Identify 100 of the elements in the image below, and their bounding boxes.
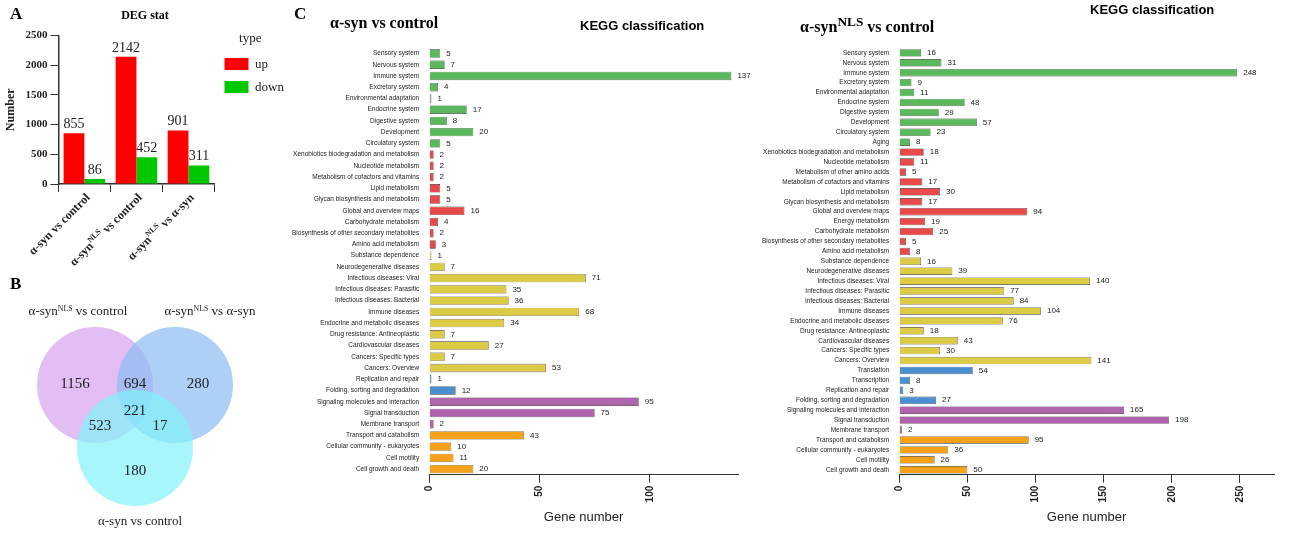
x-axis-title: Gene number <box>543 508 624 524</box>
data-label: 694 <box>123 375 147 391</box>
data-label: 86 <box>87 161 102 177</box>
data-label: 248 <box>1243 67 1258 77</box>
data-label: 2 <box>439 172 445 182</box>
y-tick-label: 1000 <box>25 117 48 130</box>
legend-label: down <box>255 78 285 94</box>
data-label: 137 <box>737 71 752 81</box>
data-label: 43 <box>530 430 540 440</box>
data-label: 311 <box>188 148 210 164</box>
data-label: 17 <box>152 417 168 433</box>
x-axis-title: Gene number <box>1046 508 1127 524</box>
y-tick-label: 0 <box>41 176 48 189</box>
data-label: 26 <box>940 455 951 465</box>
data-label: 57 <box>982 117 993 127</box>
data-label: 20 <box>479 127 489 137</box>
y-tick-label: 1500 <box>25 87 48 100</box>
data-label: 855 <box>63 115 85 131</box>
text: B <box>10 274 22 294</box>
data-label: 27 <box>494 340 505 350</box>
data-label: 2 <box>439 419 445 429</box>
data-label: 2 <box>907 425 913 435</box>
chart-title: DEG stat <box>121 8 169 22</box>
data-label: 29 <box>944 107 955 117</box>
data-label: 43 <box>963 335 974 345</box>
data-label: 31 <box>947 57 957 67</box>
text: A <box>10 4 23 24</box>
data-label: 7 <box>450 262 456 272</box>
legend-label: up <box>255 55 268 71</box>
data-label: 8 <box>916 246 922 256</box>
legend-title: type <box>239 29 262 45</box>
x-tick-label: 0 <box>892 485 904 492</box>
data-label: 9 <box>917 77 923 87</box>
chart-subtitle: KEGG classification <box>580 18 705 33</box>
data-label: 1156 <box>60 375 91 391</box>
chart-title: α-syn vs control <box>330 14 439 32</box>
data-label: 3 <box>909 385 915 395</box>
bar <box>188 165 210 184</box>
data-label: 35 <box>512 284 522 294</box>
data-label: 16 <box>926 256 937 266</box>
bar <box>167 130 189 184</box>
data-label: 25 <box>939 226 949 236</box>
data-label: 5 <box>446 138 452 148</box>
data-label: 39 <box>958 266 968 276</box>
data-label: 30 <box>946 187 956 197</box>
data-label: 221 <box>123 402 147 418</box>
data-label: 141 <box>1097 355 1112 365</box>
data-label: 11 <box>920 157 930 167</box>
data-label: 50 <box>973 464 983 474</box>
chart-title: α-syn$^{NLS}$ vs control <box>800 14 935 37</box>
x-tick-label: 250 <box>1233 485 1245 503</box>
data-label: 1 <box>437 93 443 103</box>
x-tick-label: 50 <box>961 485 973 497</box>
data-label: 180 <box>123 462 147 478</box>
data-label: 3 <box>441 239 447 249</box>
data-label: 17 <box>928 196 938 206</box>
data-label: 20 <box>479 464 489 474</box>
data-label: 8 <box>916 375 922 385</box>
data-label: 17 <box>472 104 483 114</box>
data-label: 8 <box>916 137 922 147</box>
text: α-syn vs control <box>97 513 183 528</box>
data-label: 75 <box>600 408 611 418</box>
data-label: 17 <box>928 177 938 187</box>
data-label: 11 <box>920 87 930 97</box>
data-label: 27 <box>941 395 952 405</box>
data-label: 8 <box>452 116 458 126</box>
bar <box>63 133 85 184</box>
data-label: 104 <box>1046 306 1061 316</box>
y-tick-label: 2500 <box>25 28 48 41</box>
data-label: 23 <box>936 127 946 137</box>
data-label: 2 <box>439 149 445 159</box>
data-label: 198 <box>1175 415 1189 425</box>
data-label: 4 <box>444 82 449 92</box>
data-label: 12 <box>461 385 472 395</box>
data-label: 1 <box>437 374 443 384</box>
data-label: 84 <box>1019 296 1030 306</box>
data-label: 1 <box>437 250 443 260</box>
data-label: 2142 <box>112 39 141 55</box>
data-label: 54 <box>978 365 989 375</box>
data-label: 36 <box>954 445 964 455</box>
data-label: 95 <box>1034 435 1045 445</box>
data-label: 95 <box>644 396 655 406</box>
data-label: 34 <box>510 318 520 328</box>
data-label: 16 <box>926 48 937 58</box>
data-label: 19 <box>931 216 941 226</box>
data-label: 165 <box>1130 405 1144 415</box>
data-label: 11 <box>459 453 469 463</box>
data-label: 2 <box>439 161 445 171</box>
x-tick-label: 0 <box>422 485 434 492</box>
y-tick-label: 500 <box>30 147 48 160</box>
data-label: 523 <box>88 417 112 433</box>
data-label: 7 <box>450 59 456 69</box>
data-label: 4 <box>444 217 449 227</box>
data-label: 5 <box>911 167 917 177</box>
data-label: 71 <box>591 273 602 283</box>
bar <box>84 178 106 184</box>
data-label: 94 <box>1033 206 1043 216</box>
text: α-syn$^{NLS}$ vs α-syn <box>164 303 257 318</box>
data-label: 68 <box>585 307 595 317</box>
x-tick-label: 100 <box>643 485 655 503</box>
